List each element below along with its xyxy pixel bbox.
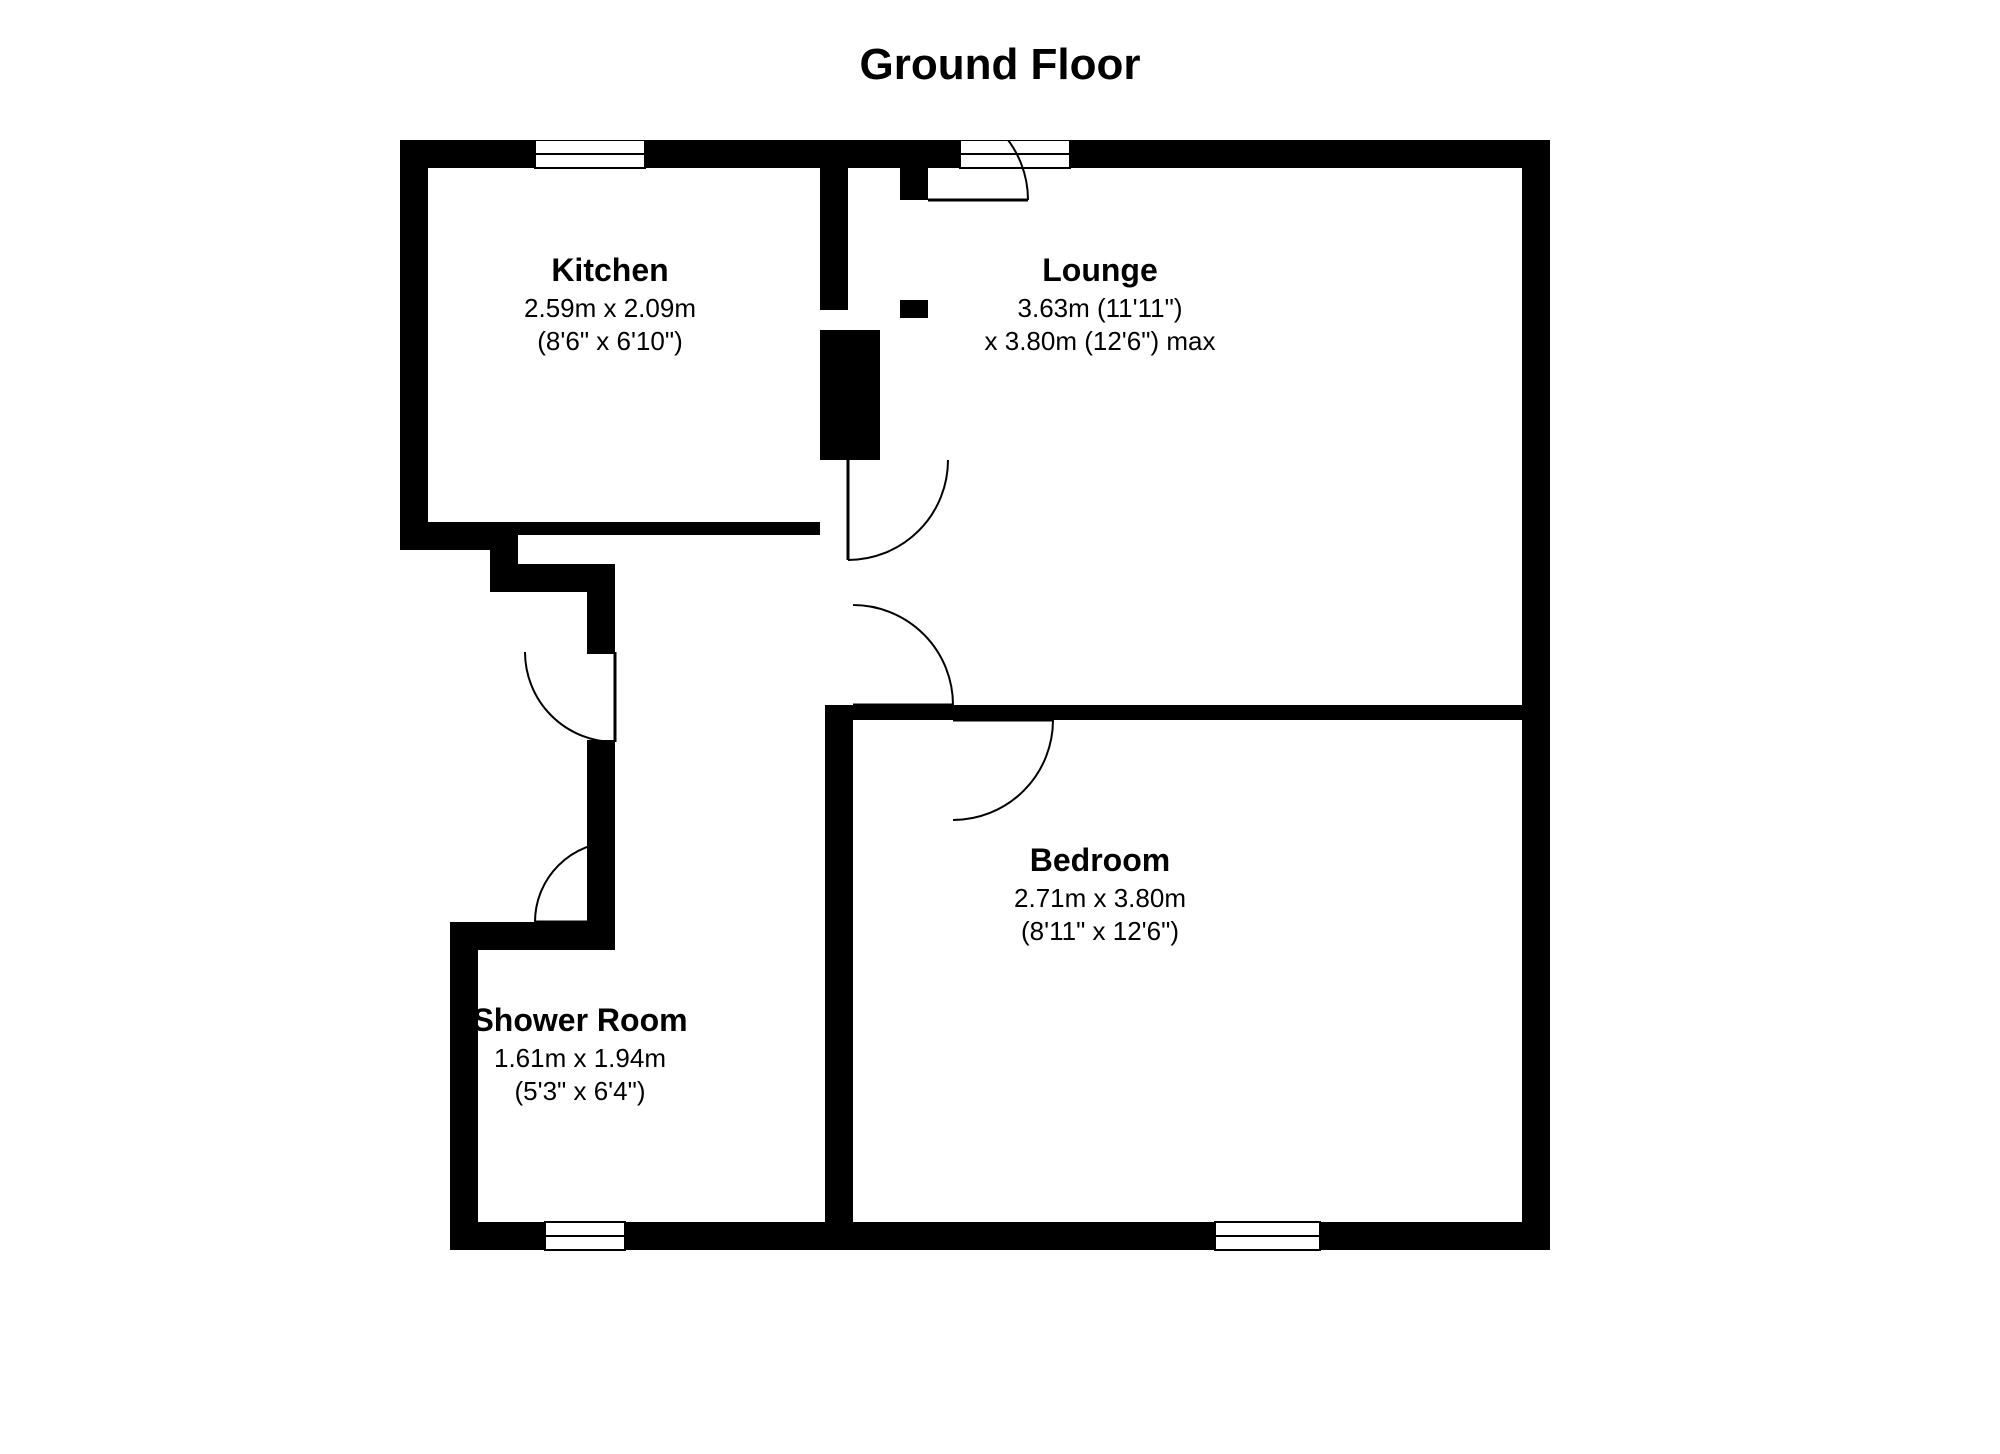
- shower-name: Shower Room: [470, 1000, 690, 1042]
- bedroom-label: Bedroom 2.71m x 3.80m (8'11" x 12'6"): [1014, 840, 1186, 949]
- bedroom-dim-imperial: (8'11" x 12'6"): [1014, 915, 1186, 949]
- kitchen-dim-imperial: (8'6" x 6'10"): [524, 325, 696, 359]
- bedroom-dim-metric: 2.71m x 3.80m: [1014, 882, 1186, 916]
- kitchen-dim-metric: 2.59m x 2.09m: [524, 292, 696, 326]
- shower-dim-imperial: (5'3" x 6'4"): [470, 1075, 690, 1109]
- lounge-dim2: x 3.80m (12'6") max: [985, 325, 1216, 359]
- floorplan-container: Kitchen 2.59m x 2.09m (8'6" x 6'10") Lou…: [400, 140, 1600, 1295]
- lounge-name: Lounge: [985, 250, 1216, 292]
- bedroom-name: Bedroom: [1014, 840, 1186, 882]
- floor-title: Ground Floor: [859, 40, 1140, 90]
- lounge-label: Lounge 3.63m (11'11") x 3.80m (12'6") ma…: [985, 250, 1216, 359]
- shower-label: Shower Room 1.61m x 1.94m (5'3" x 6'4"): [470, 1000, 690, 1109]
- lounge-dim1: 3.63m (11'11"): [985, 292, 1216, 326]
- shower-dim-metric: 1.61m x 1.94m: [470, 1042, 690, 1076]
- kitchen-name: Kitchen: [524, 250, 696, 292]
- kitchen-label: Kitchen 2.59m x 2.09m (8'6" x 6'10"): [524, 250, 696, 359]
